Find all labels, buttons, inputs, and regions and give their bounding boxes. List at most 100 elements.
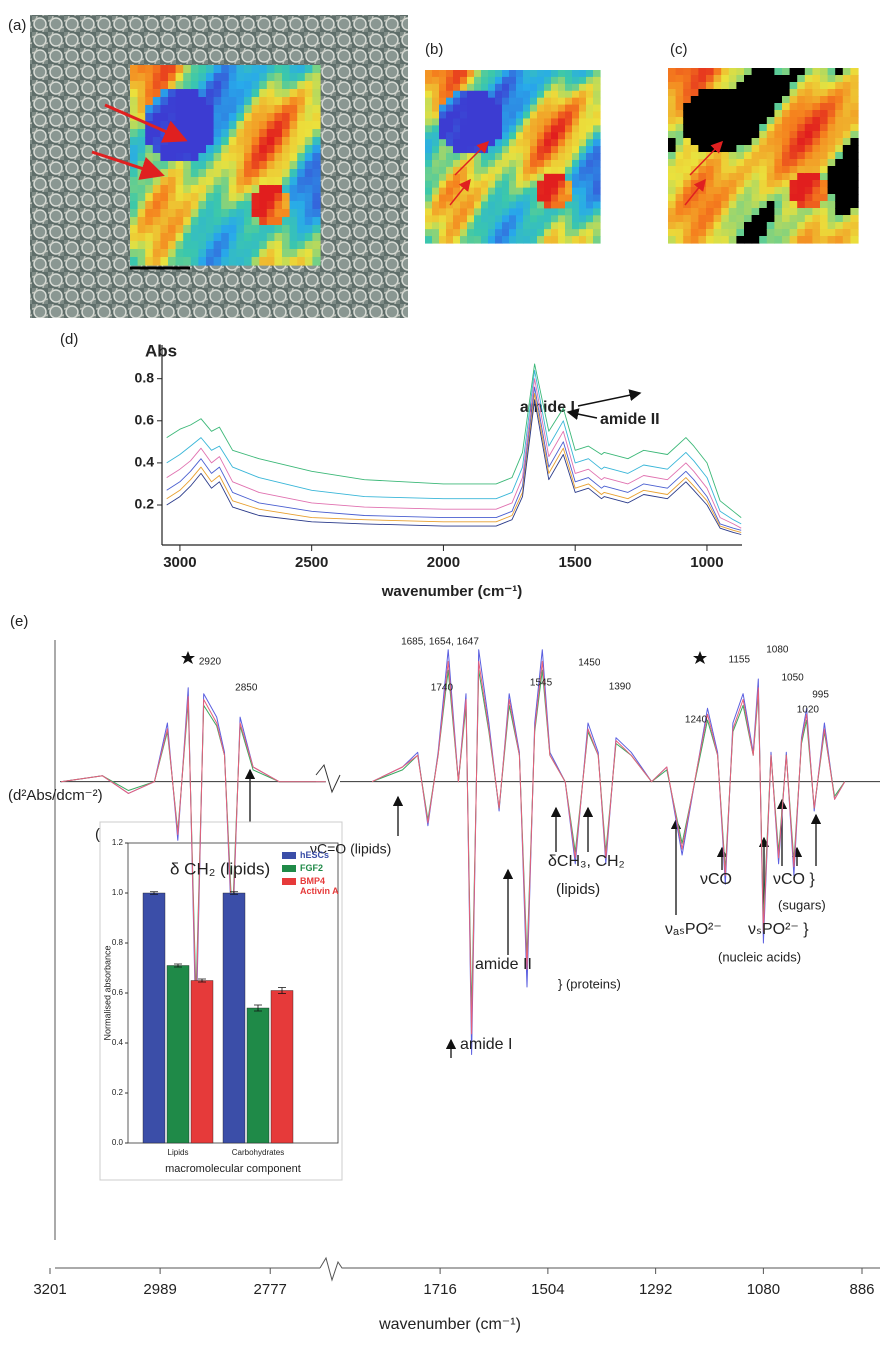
- heat-cell: [439, 194, 447, 203]
- heat-cell: [183, 113, 192, 122]
- heat-cell: [168, 97, 177, 106]
- heat-cell: [236, 177, 245, 186]
- heat-cell: [425, 76, 433, 85]
- heat-cell: [160, 81, 169, 90]
- heat-cell: [713, 89, 722, 97]
- heat-cell: [565, 180, 573, 189]
- heat-cell: [593, 125, 601, 133]
- heat-cell: [221, 129, 230, 138]
- heat-cell: [675, 138, 684, 146]
- heat-cell: [537, 201, 545, 209]
- heat-cell: [198, 73, 207, 82]
- heat-cell: [175, 161, 184, 170]
- heat-cell: [812, 201, 821, 209]
- heat-cell: [488, 70, 496, 78]
- heat-cell: [579, 153, 587, 161]
- heat-cell: [509, 173, 517, 182]
- heat-cell: [544, 104, 552, 113]
- heat-cell: [551, 194, 559, 203]
- heat-cell: [766, 96, 775, 104]
- heat-cell: [675, 152, 684, 160]
- heat-cell: [516, 229, 524, 237]
- heat-cell: [698, 138, 707, 146]
- heat-cell: [544, 97, 552, 106]
- heat-cell: [572, 83, 580, 92]
- heat-cell: [168, 217, 177, 226]
- heat-cell: [236, 257, 245, 266]
- heat-cell: [474, 139, 482, 147]
- heat-cell: [175, 153, 184, 162]
- heat-cell: [460, 146, 468, 154]
- heat-cell: [789, 131, 798, 139]
- heat-cell: [797, 131, 806, 139]
- heat-cell: [213, 225, 222, 234]
- star: [693, 651, 707, 664]
- heat-cell: [804, 222, 813, 230]
- heat-cell: [145, 185, 154, 194]
- heat-cell: [495, 118, 503, 126]
- heat-cell: [812, 173, 821, 181]
- heat-cell: [706, 229, 715, 237]
- heat-cell: [820, 215, 829, 223]
- heat-cell: [228, 145, 237, 154]
- heat-cell: [586, 208, 594, 216]
- heat-cell: [516, 104, 524, 113]
- error-bar: [150, 891, 158, 895]
- heat-cell: [537, 125, 545, 133]
- heat-cell: [488, 201, 496, 209]
- heat-cell: [782, 166, 791, 174]
- heat-cell: [190, 169, 199, 178]
- heat-cell: [728, 152, 737, 160]
- heat-cell: [502, 194, 510, 203]
- heat-cell: [530, 236, 538, 244]
- heat-cell: [251, 201, 260, 210]
- heat-cell: [495, 97, 503, 106]
- heat-cell: [516, 166, 524, 175]
- heat-cell: [804, 187, 813, 195]
- heat-cell: [312, 161, 321, 170]
- heat-cell: [558, 201, 566, 209]
- x-axis-label: wavenumber (cm⁻¹): [381, 583, 522, 600]
- heat-cell: [668, 201, 677, 209]
- heat-cell: [782, 215, 791, 223]
- heat-cell: [425, 153, 433, 161]
- heat-cell: [579, 187, 587, 196]
- heat-cell: [130, 217, 139, 226]
- heat-cell: [683, 75, 692, 83]
- heat-cell: [221, 257, 230, 266]
- heat-cell: [551, 83, 559, 92]
- heat-cell: [690, 131, 699, 139]
- heat-cell: [446, 104, 454, 113]
- heat-cell: [551, 208, 559, 216]
- heat-cell: [774, 187, 783, 195]
- heat-cell: [221, 105, 230, 114]
- heat-cell: [509, 215, 517, 223]
- heat-cell: [137, 153, 146, 162]
- heat-cell: [425, 201, 433, 209]
- heat-cell: [145, 97, 154, 106]
- heat-cell: [804, 131, 813, 139]
- heat-cell: [530, 173, 538, 182]
- heat-cell: [259, 185, 268, 194]
- heat-cell: [145, 129, 154, 138]
- heat-cell: [228, 177, 237, 186]
- heat-cell: [782, 194, 791, 202]
- heat-cell: [198, 185, 207, 194]
- heat-cell: [453, 111, 461, 120]
- heat-cell: [502, 132, 510, 140]
- heat-cell: [495, 201, 503, 209]
- heat-cell: [565, 201, 573, 209]
- heat-cell: [266, 257, 275, 266]
- heat-cell: [565, 132, 573, 140]
- heat-cell: [251, 209, 260, 218]
- heat-cell: [530, 111, 538, 120]
- band-label: amide II: [475, 956, 532, 973]
- heat-cell: [488, 222, 496, 230]
- heat-cell: [842, 82, 851, 90]
- heat-cell: [579, 70, 587, 78]
- heat-cell: [244, 209, 253, 218]
- heat-cell: [530, 208, 538, 216]
- heat-cell: [495, 70, 503, 78]
- heat-cell: [593, 201, 601, 209]
- heat-cell: [690, 103, 699, 111]
